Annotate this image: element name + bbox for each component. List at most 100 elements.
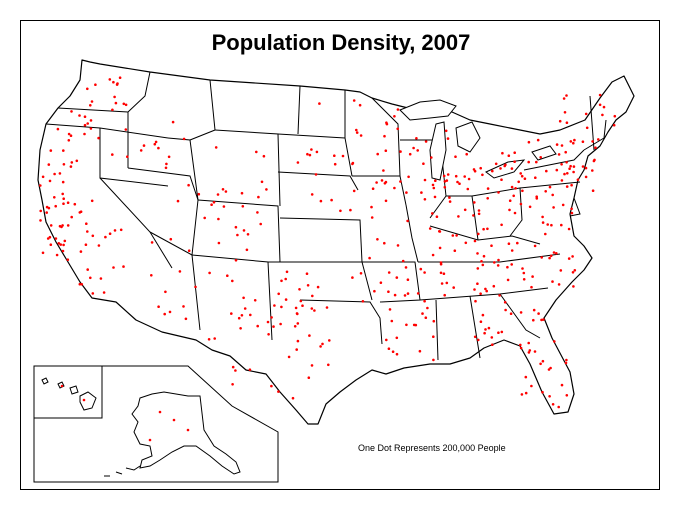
- population-dot: [549, 366, 552, 370]
- population-dot: [396, 127, 400, 131]
- population-dot: [307, 376, 311, 380]
- population-dot: [277, 390, 280, 393]
- population-dot: [507, 154, 511, 157]
- population-dot: [86, 268, 89, 271]
- population-dot: [298, 288, 301, 291]
- population-dot: [310, 148, 313, 151]
- population-dot: [497, 331, 500, 335]
- population-dot: [506, 265, 509, 269]
- population-dot: [519, 202, 523, 206]
- population-dot: [598, 103, 602, 107]
- population-dot: [542, 318, 545, 321]
- population-dot: [382, 169, 385, 172]
- population-dot: [58, 172, 62, 175]
- population-dot: [111, 108, 114, 112]
- population-dot: [108, 232, 112, 235]
- population-dots: [39, 76, 617, 442]
- population-dot: [503, 301, 507, 304]
- population-dot: [49, 243, 53, 246]
- population-dot: [523, 177, 527, 180]
- population-dot: [565, 185, 569, 188]
- population-dot: [500, 223, 503, 227]
- population-dot: [49, 149, 53, 152]
- population-dot: [521, 189, 524, 193]
- population-dot: [184, 317, 188, 321]
- population-dot: [446, 173, 450, 176]
- population-dot: [424, 140, 428, 143]
- population-dot: [89, 119, 93, 122]
- population-dot: [418, 349, 422, 353]
- population-dot: [463, 208, 467, 212]
- population-dot: [168, 310, 172, 314]
- population-dot: [452, 286, 456, 289]
- population-dot: [314, 173, 318, 176]
- population-dot: [385, 122, 389, 126]
- population-dot: [548, 185, 552, 189]
- population-dot: [433, 195, 437, 199]
- population-dot: [157, 146, 160, 150]
- population-dot: [333, 162, 337, 166]
- population-dot: [319, 199, 323, 203]
- population-dot: [83, 132, 86, 136]
- population-dot: [296, 339, 300, 343]
- population-dot: [486, 197, 490, 200]
- population-dot: [284, 277, 288, 281]
- population-dot: [570, 183, 573, 187]
- population-dot: [473, 288, 476, 291]
- population-dot: [564, 361, 568, 365]
- population-dot: [39, 209, 42, 213]
- population-dot: [487, 326, 491, 330]
- population-dot: [558, 119, 562, 123]
- population-dot: [482, 254, 486, 258]
- population-dot: [391, 350, 395, 354]
- population-dot: [527, 140, 531, 144]
- population-dot: [370, 205, 373, 209]
- population-dot: [464, 241, 468, 245]
- population-dot: [61, 224, 64, 227]
- population-dot: [522, 271, 526, 275]
- population-dot: [70, 215, 73, 219]
- map-caption: One Dot Represents 200,000 People: [358, 443, 506, 453]
- population-dot: [531, 275, 534, 278]
- population-dot: [172, 418, 176, 422]
- population-dot: [113, 229, 117, 232]
- population-dot: [89, 127, 93, 130]
- population-dot: [308, 334, 311, 337]
- population-dot: [416, 292, 420, 295]
- population-dot: [568, 167, 571, 170]
- population-dot: [124, 128, 128, 131]
- population-dot: [521, 267, 524, 270]
- population-dot: [415, 137, 418, 140]
- population-dot: [566, 172, 569, 175]
- map-title: Population Density, 2007: [211, 30, 471, 55]
- population-dot: [270, 316, 273, 319]
- population-dot: [379, 281, 383, 285]
- population-dot: [47, 206, 51, 210]
- population-dot: [434, 179, 437, 182]
- population-dot: [535, 195, 538, 198]
- population-dot: [115, 83, 119, 86]
- population-dot: [280, 305, 283, 309]
- population-dot: [139, 149, 143, 152]
- population-dot: [454, 174, 458, 178]
- population-dot: [570, 207, 573, 211]
- population-dot: [491, 169, 494, 173]
- population-dot: [539, 156, 542, 159]
- population-dot: [46, 237, 50, 240]
- population-dot: [524, 391, 528, 395]
- population-dot: [82, 398, 86, 402]
- population-dot: [484, 287, 487, 291]
- state-borders: [45, 71, 607, 361]
- population-dot: [327, 363, 330, 367]
- population-dot: [455, 234, 458, 237]
- population-dot: [563, 172, 566, 176]
- population-dot: [405, 323, 408, 327]
- population-dot: [197, 192, 201, 196]
- population-dot: [108, 78, 112, 81]
- population-dot: [492, 284, 496, 288]
- population-dot: [481, 173, 484, 177]
- population-dot: [384, 149, 388, 152]
- population-dot: [217, 217, 220, 221]
- population-dot: [91, 292, 95, 295]
- population-dot: [504, 308, 507, 312]
